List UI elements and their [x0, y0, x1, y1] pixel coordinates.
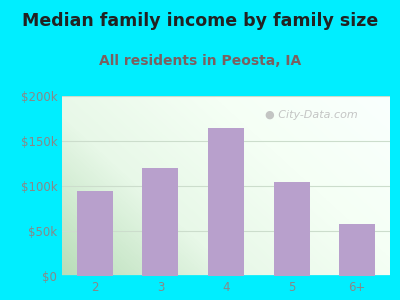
- Bar: [208, 128, 244, 276]
- Bar: [274, 182, 310, 276]
- Bar: [77, 190, 113, 276]
- Bar: [142, 168, 178, 276]
- Text: Median family income by family size: Median family income by family size: [22, 12, 378, 30]
- Bar: [339, 224, 375, 276]
- Text: ● City-Data.com: ● City-Data.com: [265, 110, 358, 120]
- Text: All residents in Peosta, IA: All residents in Peosta, IA: [99, 54, 301, 68]
